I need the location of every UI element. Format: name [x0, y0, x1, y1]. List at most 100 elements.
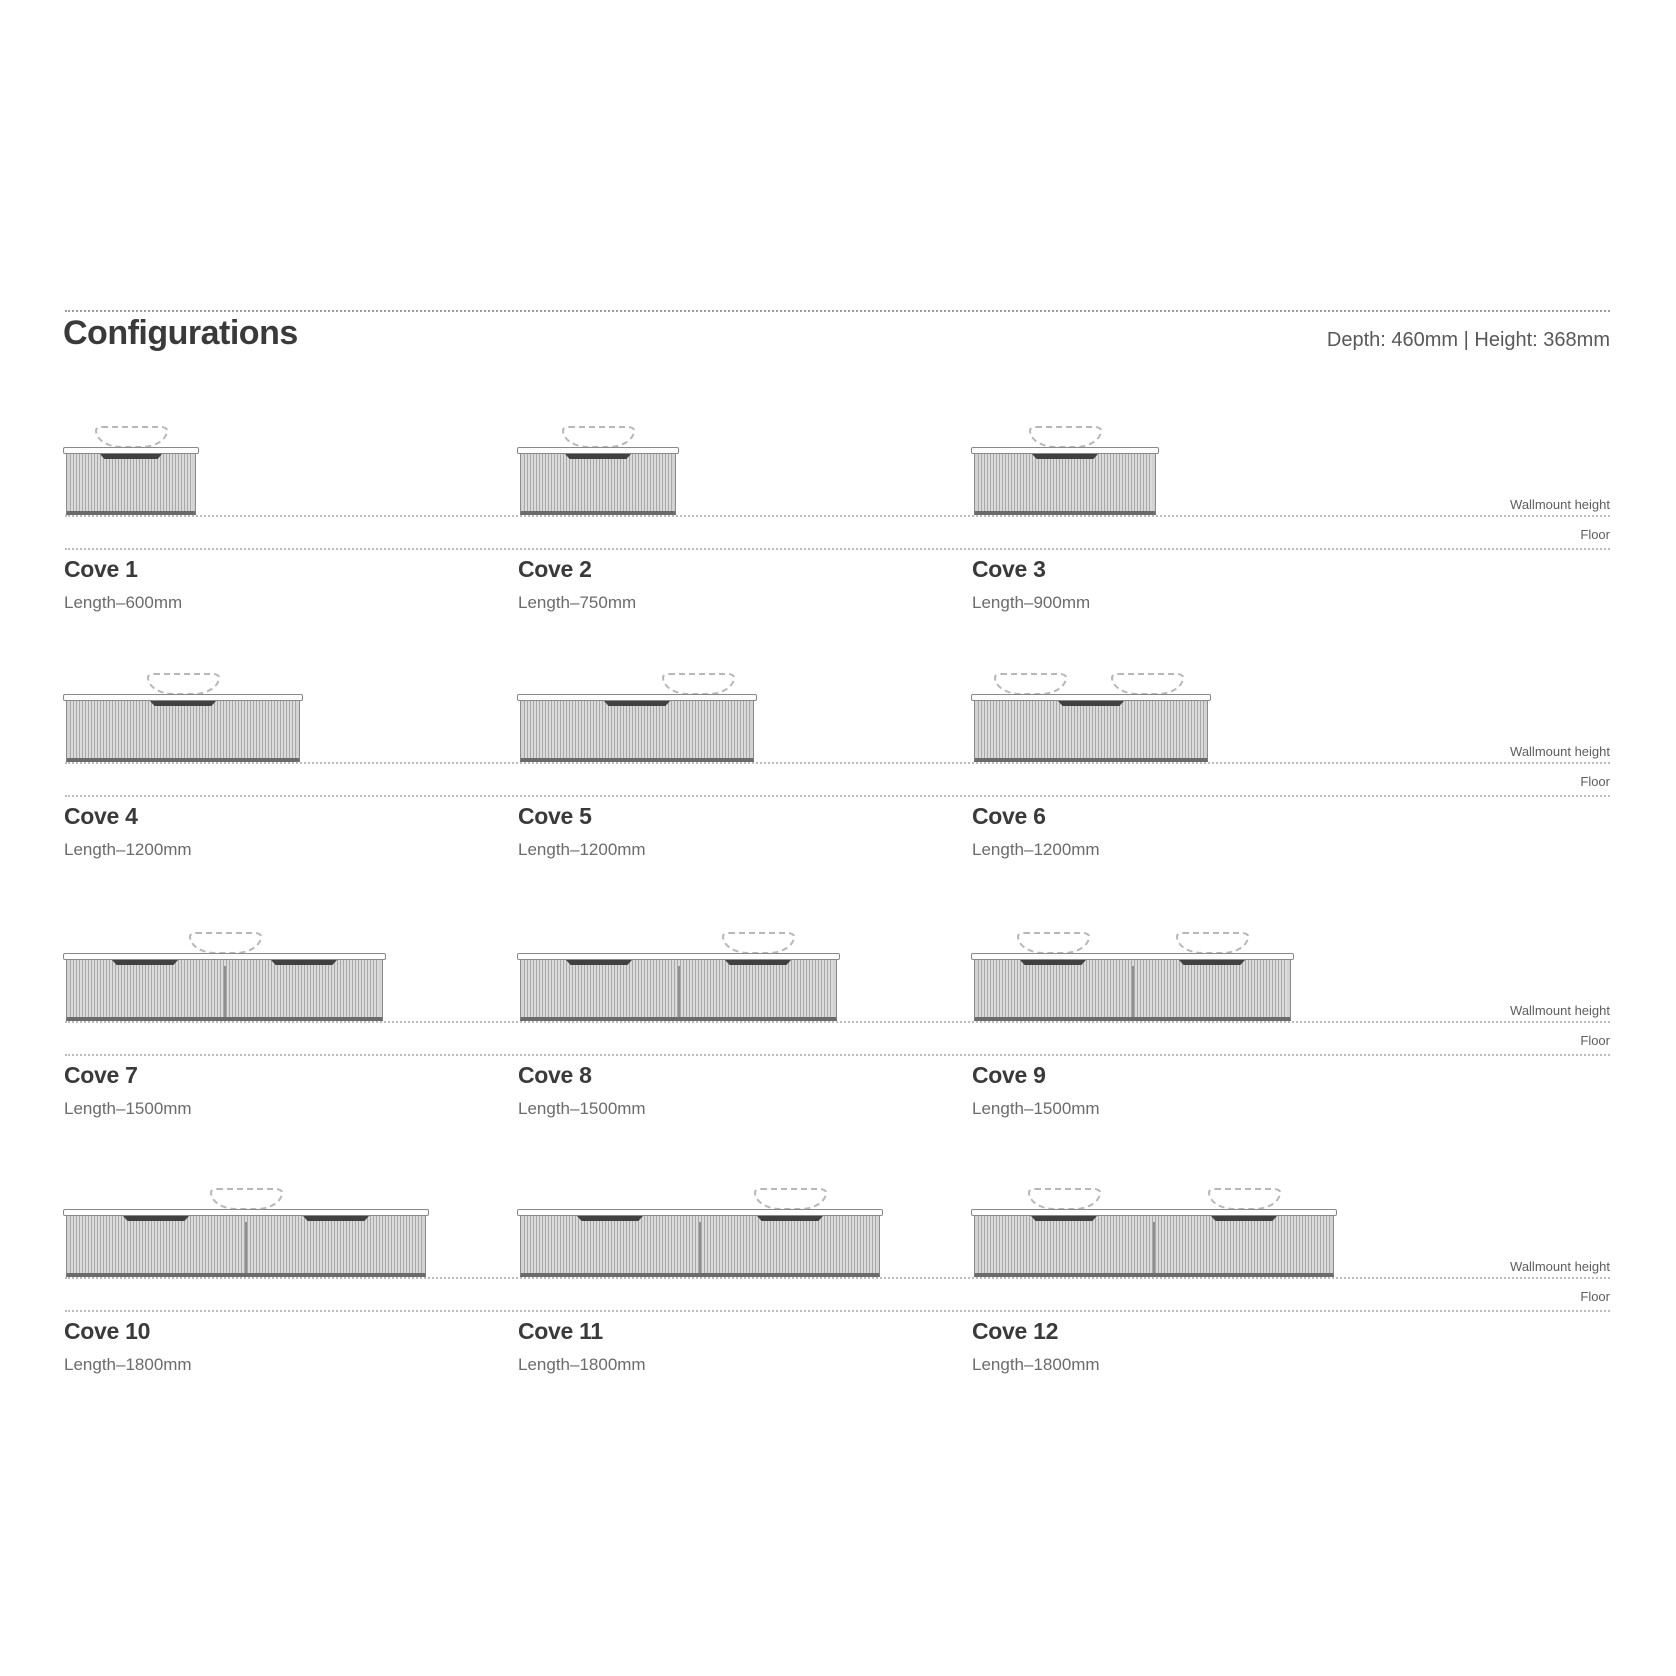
floor-label: Floor: [1580, 527, 1610, 542]
drawer-handle: [757, 1216, 823, 1221]
wallmount-line: [65, 1277, 1610, 1279]
config-length: Length–1800mm: [972, 1355, 1100, 1374]
drawer-seam: [699, 1222, 701, 1273]
floor-line: [65, 548, 1610, 550]
cabinet-body: [520, 700, 754, 762]
vanity-drawing: [63, 932, 386, 1023]
drawer-handle: [150, 701, 216, 706]
basin-outline: [189, 932, 262, 954]
drawer-handle: [566, 960, 632, 965]
drawer-handle: [1032, 454, 1098, 459]
cabinet-body: [66, 700, 300, 762]
drawer-handle: [1058, 701, 1124, 706]
countertop: [971, 447, 1159, 454]
floor-label: Floor: [1580, 1289, 1610, 1304]
config-length: Length–1500mm: [972, 1099, 1100, 1118]
drawer-seam: [678, 966, 680, 1017]
config-length: Length–1800mm: [64, 1355, 192, 1374]
config-length: Length–1200mm: [64, 840, 192, 859]
drawer-seam: [1153, 1222, 1155, 1273]
config-name: Cove 10: [64, 1318, 151, 1344]
config-name: Cove 1: [64, 556, 138, 582]
floor-line: [65, 795, 1610, 797]
countertop: [517, 1209, 883, 1216]
vanity-drawing: [517, 426, 679, 517]
vanity-drawing: [517, 932, 840, 1023]
floor-label: Floor: [1580, 774, 1610, 789]
countertop: [63, 1209, 429, 1216]
config-name: Cove 6: [972, 803, 1046, 829]
floor-line: [65, 1310, 1610, 1312]
basin-outline: [1208, 1188, 1281, 1210]
wallmount-height-label: Wallmount height: [1510, 1003, 1610, 1018]
config-name: Cove 5: [518, 803, 592, 829]
countertop: [971, 1209, 1337, 1216]
header-divider: [65, 310, 1610, 312]
basin-outline: [662, 673, 735, 695]
wallmount-height-label: Wallmount height: [1510, 497, 1610, 512]
wallmount-height-label: Wallmount height: [1510, 1259, 1610, 1274]
vanity-drawing: [63, 1188, 429, 1279]
floor-label: Floor: [1580, 1033, 1610, 1048]
config-length: Length–750mm: [518, 593, 637, 612]
vanity-drawing: [971, 673, 1211, 764]
drawer-handle: [565, 454, 631, 459]
basin-outline: [147, 673, 220, 695]
drawer-handle: [303, 1216, 369, 1221]
config-name: Cove 4: [64, 803, 138, 829]
vanity-drawing: [63, 673, 303, 764]
config-length: Length–1500mm: [64, 1099, 192, 1118]
countertop: [971, 953, 1294, 960]
config-name: Cove 11: [518, 1318, 603, 1344]
basin-outline: [754, 1188, 827, 1210]
config-name: Cove 3: [972, 556, 1046, 582]
config-length: Length–900mm: [972, 593, 1091, 612]
drawer-handle: [1031, 1216, 1097, 1221]
drawer-handle: [1211, 1216, 1277, 1221]
basin-outline: [722, 932, 795, 954]
basin-outline: [1111, 673, 1184, 695]
config-name: Cove 12: [972, 1318, 1059, 1344]
drawer-handle: [112, 960, 178, 965]
drawer-handle: [577, 1216, 643, 1221]
cabinet-body: [520, 453, 676, 515]
cabinet-body: [974, 453, 1156, 515]
basin-outline: [1028, 1188, 1101, 1210]
cabinet-body: [974, 700, 1208, 762]
drawer-handle: [100, 454, 162, 459]
drawer-handle: [1020, 960, 1086, 965]
config-name: Cove 2: [518, 556, 592, 582]
wallmount-height-label: Wallmount height: [1510, 744, 1610, 759]
vanity-drawing: [971, 426, 1159, 517]
vanity-drawing: [971, 932, 1294, 1023]
config-name: Cove 8: [518, 1062, 592, 1088]
drawer-seam: [245, 1222, 247, 1273]
basin-outline: [1029, 426, 1102, 448]
drawer-seam: [224, 966, 226, 1017]
config-length: Length–1500mm: [518, 1099, 646, 1118]
drawer-seam: [1132, 966, 1134, 1017]
countertop: [63, 953, 386, 960]
drawer-handle: [123, 1216, 189, 1221]
page-title: Configurations: [63, 314, 298, 352]
config-length: Length–1200mm: [972, 840, 1100, 859]
countertop: [63, 447, 199, 454]
drawer-handle: [1179, 960, 1245, 965]
countertop: [517, 694, 757, 701]
countertop: [517, 953, 840, 960]
countertop: [63, 694, 303, 701]
vanity-drawing: [517, 673, 757, 764]
floor-line: [65, 1054, 1610, 1056]
wallmount-line: [65, 1021, 1610, 1023]
basin-outline: [210, 1188, 283, 1210]
vanity-drawing: [517, 1188, 883, 1279]
vanity-drawing: [971, 1188, 1337, 1279]
countertop: [971, 694, 1211, 701]
basin-outline: [95, 426, 168, 448]
drawer-handle: [271, 960, 337, 965]
drawer-handle: [604, 701, 670, 706]
wallmount-line: [65, 515, 1610, 517]
drawer-handle: [725, 960, 791, 965]
countertop: [517, 447, 679, 454]
